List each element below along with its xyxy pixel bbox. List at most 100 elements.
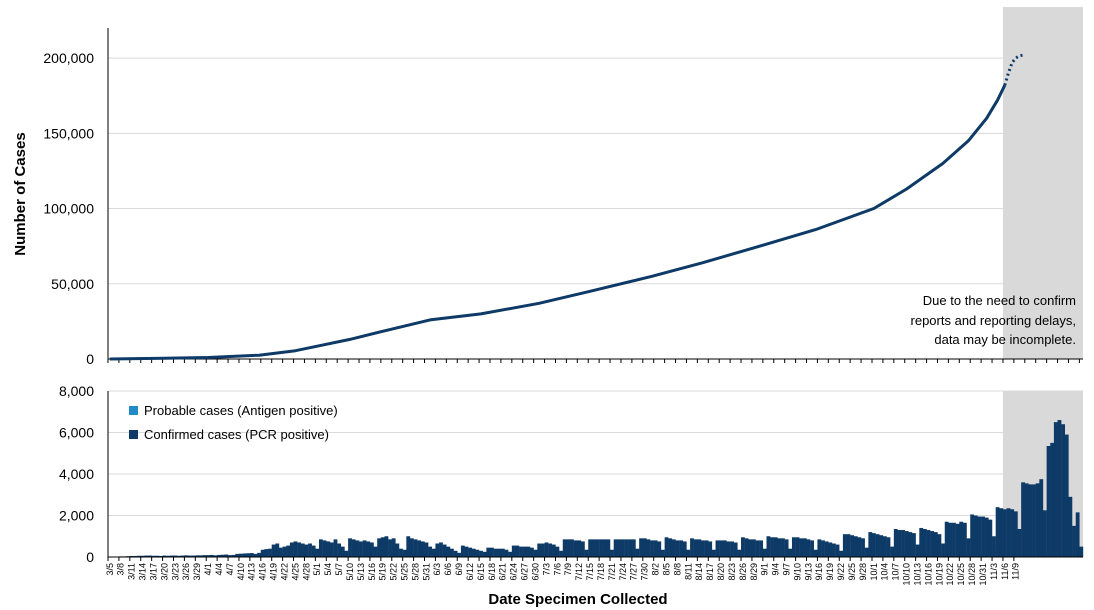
bottom-x-tick-label: 5/4 xyxy=(323,563,333,576)
bar-confirmed xyxy=(828,542,833,557)
bar-confirmed xyxy=(904,531,909,557)
bar-confirmed xyxy=(628,539,633,557)
bar-confirmed xyxy=(329,542,334,557)
bar-confirmed xyxy=(599,539,603,557)
bar-confirmed xyxy=(617,539,622,557)
bar-confirmed xyxy=(395,543,400,557)
bottom-x-tick-label: 10/10 xyxy=(902,563,912,586)
bar-confirmed xyxy=(1042,510,1047,557)
bottom-x-tick-label: 3/20 xyxy=(159,563,169,581)
bar-confirmed xyxy=(417,540,422,557)
daily-bars xyxy=(108,420,1084,557)
bar-confirmed xyxy=(762,548,767,557)
bar-confirmed xyxy=(188,555,192,557)
bar-confirmed xyxy=(842,534,847,557)
bar-confirmed xyxy=(268,548,272,557)
bar-confirmed xyxy=(297,542,302,557)
bottom-x-tick-label: 10/25 xyxy=(956,563,966,586)
bar-confirmed xyxy=(588,539,593,557)
bar-confirmed xyxy=(173,555,178,557)
bar-confirmed xyxy=(970,514,975,557)
bar-confirmed xyxy=(362,540,367,557)
bar-confirmed xyxy=(166,555,171,557)
bottom-x-tick-label: 10/1 xyxy=(869,563,879,581)
bar-confirmed xyxy=(1032,484,1036,557)
bar-confirmed xyxy=(1013,511,1018,557)
bar-confirmed xyxy=(962,522,967,557)
bar-confirmed xyxy=(573,540,578,557)
bar-confirmed xyxy=(897,530,902,557)
bottom-x-tick-label: 4/4 xyxy=(214,563,224,576)
top-x-tick-marks xyxy=(107,359,1080,363)
bar-confirmed xyxy=(380,537,385,557)
bar-confirmed xyxy=(1046,445,1051,557)
bottom-x-tick-label: 9/13 xyxy=(803,563,813,581)
bar-confirmed xyxy=(1017,528,1022,557)
bar-confirmed xyxy=(311,545,316,557)
bottom-y-tick-label: 6,000 xyxy=(59,425,94,441)
bottom-x-tick-label: 3/5 xyxy=(105,563,115,576)
bar-confirmed xyxy=(257,552,261,557)
bottom-x-tick-label: 10/31 xyxy=(978,563,988,586)
bar-confirmed xyxy=(191,555,196,557)
bar-confirmed xyxy=(915,544,920,557)
bar-confirmed xyxy=(784,539,789,557)
bar-confirmed xyxy=(231,554,236,557)
bottom-x-tick-label: 6/27 xyxy=(520,563,530,581)
bar-confirmed xyxy=(399,548,403,557)
bar-confirmed xyxy=(992,536,996,557)
bar-confirmed xyxy=(1039,479,1044,557)
bottom-x-tick-label: 7/9 xyxy=(563,563,573,576)
bar-confirmed xyxy=(610,549,614,557)
cumulative-cases-line xyxy=(109,84,1007,361)
bar-confirmed xyxy=(449,548,454,557)
bar-confirmed xyxy=(671,539,676,557)
bar-confirmed xyxy=(217,554,221,557)
bar-confirmed xyxy=(1002,509,1007,557)
bottom-x-tick-label: 8/14 xyxy=(694,563,704,581)
bottom-x-tick-label: 10/19 xyxy=(934,563,944,586)
bar-confirmed xyxy=(155,555,160,557)
bar-confirmed xyxy=(937,534,942,557)
bar-confirmed xyxy=(744,538,749,557)
bar-confirmed xyxy=(482,551,487,557)
bar-confirmed xyxy=(282,546,287,557)
bar-confirmed xyxy=(602,539,607,557)
bar-confirmed xyxy=(388,539,392,557)
bottom-x-tick-label: 4/22 xyxy=(279,563,289,581)
bar-confirmed xyxy=(355,540,360,557)
bar-confirmed xyxy=(322,540,327,557)
bottom-x-tick-label: 6/21 xyxy=(498,563,508,581)
bar-confirmed xyxy=(1064,434,1069,557)
bar-confirmed xyxy=(486,547,491,557)
bar-confirmed xyxy=(577,540,582,557)
bar-confirmed xyxy=(664,537,669,557)
bar-confirmed xyxy=(1035,483,1040,557)
bar-confirmed xyxy=(773,537,778,557)
bar-confirmed xyxy=(275,543,280,557)
bar-confirmed xyxy=(544,542,549,557)
bar-confirmed xyxy=(988,519,993,557)
bottom-x-tick-label: 3/23 xyxy=(170,563,180,581)
bottom-x-tick-label: 7/30 xyxy=(640,563,650,581)
bar-confirmed xyxy=(1061,424,1066,557)
bottom-x-tick-label: 6/24 xyxy=(509,563,519,581)
bar-confirmed xyxy=(620,539,625,557)
bottom-x-tick-label: 7/21 xyxy=(607,563,617,581)
bottom-x-tick-label: 6/15 xyxy=(476,563,486,581)
bar-confirmed xyxy=(144,555,149,557)
bar-confirmed xyxy=(831,543,836,557)
bottom-x-tick-label: 7/15 xyxy=(585,563,595,581)
bottom-x-tick-label: 7/24 xyxy=(618,563,628,581)
bar-confirmed xyxy=(606,539,611,557)
bar-confirmed xyxy=(686,549,691,557)
bottom-x-tick-label: 9/25 xyxy=(847,563,857,581)
bottom-x-tick-label: 5/31 xyxy=(421,563,431,581)
bar-confirmed xyxy=(198,555,203,557)
bar-confirmed xyxy=(151,555,156,557)
bottom-gridlines xyxy=(108,390,1083,516)
bottom-y-tick-label: 8,000 xyxy=(59,383,94,399)
bottom-x-tick-label: 5/28 xyxy=(410,563,420,581)
bottom-x-tick-label: 4/10 xyxy=(236,563,246,581)
bar-confirmed xyxy=(570,539,574,557)
